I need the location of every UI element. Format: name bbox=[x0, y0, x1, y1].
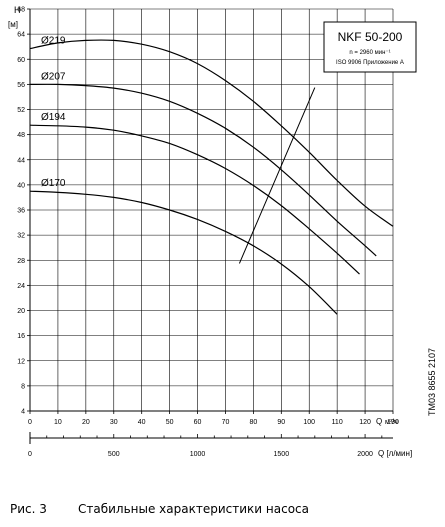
drawing-code: TM03 8655 2107 bbox=[427, 348, 437, 416]
y-tick-label: 64 bbox=[17, 32, 25, 39]
x-tick-label: 120 bbox=[359, 419, 371, 426]
y-tick-label: 60 bbox=[17, 57, 25, 64]
x-tick-label: 20 bbox=[82, 419, 90, 426]
x-tick-label: 0 bbox=[28, 419, 32, 426]
y-tick-label: 40 bbox=[17, 182, 25, 189]
y-tick-label: 44 bbox=[17, 157, 25, 164]
x-tick-label: 70 bbox=[222, 419, 230, 426]
x2-axis-label: Q [л/мин] bbox=[378, 449, 412, 458]
x-axis-ticks: 0 10 20 30 40 50 60 70 80 90 100 110 120 130 bbox=[28, 411, 399, 426]
figure-number: Рис. 3 bbox=[10, 502, 47, 516]
y-axis-label: H bbox=[14, 5, 21, 15]
y-tick-label: 36 bbox=[17, 208, 25, 215]
y-tick-label: 4 bbox=[21, 409, 25, 416]
y-tick-label: 48 bbox=[17, 132, 25, 139]
curves: Ø219 Ø207 Ø194 Ø170 bbox=[29, 36, 394, 315]
x-tick-label: 30 bbox=[110, 419, 118, 426]
y-tick-label: 24 bbox=[17, 283, 25, 290]
operating-line bbox=[238, 87, 316, 264]
series-label: Ø194 bbox=[41, 112, 66, 123]
y-tick-label: 32 bbox=[17, 233, 25, 240]
y-axis-unit: [м] bbox=[8, 20, 18, 29]
y-tick-label: 52 bbox=[17, 107, 25, 114]
series-label: Ø207 bbox=[41, 71, 66, 82]
series-label: Ø170 bbox=[41, 178, 66, 189]
chart-subtitle-speed: n = 2960 мин⁻¹ bbox=[349, 50, 390, 56]
series-line bbox=[29, 190, 338, 315]
x-tick-label: 40 bbox=[138, 419, 146, 426]
series-line bbox=[29, 124, 360, 275]
x2-axis-ticks: 0 500 1000 1500 2000 bbox=[28, 434, 383, 458]
y-tick-label: 68 bbox=[17, 7, 25, 14]
chart-subtitle-standard: ISO 9906 Приложение A bbox=[336, 60, 404, 66]
chart-title: NKF 50-200 bbox=[338, 30, 403, 44]
x2-tick-label: 0 bbox=[28, 451, 32, 458]
x-tick-label: 100 bbox=[303, 419, 315, 426]
legend-box: NKF 50-200 n = 2960 мин⁻¹ ISO 9906 Прило… bbox=[323, 21, 417, 73]
series-label: Ø219 bbox=[41, 36, 66, 47]
y-tick-label: 16 bbox=[17, 333, 25, 340]
y-tick-label: 20 bbox=[17, 308, 25, 315]
plot-frame bbox=[29, 9, 393, 444]
y-tick-label: 8 bbox=[21, 383, 25, 390]
figure-caption: Рис. 3 Стабильные характеристики насоса bbox=[10, 502, 309, 516]
x2-tick-label: 500 bbox=[108, 451, 120, 458]
x2-tick-label: 1000 bbox=[190, 451, 206, 458]
series-line bbox=[29, 83, 377, 257]
x2-tick-label: 1500 bbox=[274, 451, 290, 458]
x-tick-label: 90 bbox=[277, 419, 285, 426]
x2-tick-label: 2000 bbox=[357, 451, 373, 458]
y-tick-label: 28 bbox=[17, 258, 25, 265]
x-tick-label: 110 bbox=[332, 419, 343, 426]
figure-caption-text: Стабильные характеристики насоса bbox=[78, 502, 309, 516]
x-axis-unit: м³/ч bbox=[385, 419, 398, 426]
x-tick-label: 130 bbox=[387, 419, 399, 426]
y-tick-label: 56 bbox=[17, 82, 25, 89]
y-tick-label: 12 bbox=[17, 358, 25, 365]
x-tick-label: 60 bbox=[194, 419, 202, 426]
series-line bbox=[29, 39, 394, 227]
x-tick-label: 10 bbox=[54, 419, 62, 426]
x-tick-label: 50 bbox=[166, 419, 174, 426]
x-tick-label: 80 bbox=[249, 419, 257, 426]
x-axis-label: Q bbox=[376, 417, 382, 426]
